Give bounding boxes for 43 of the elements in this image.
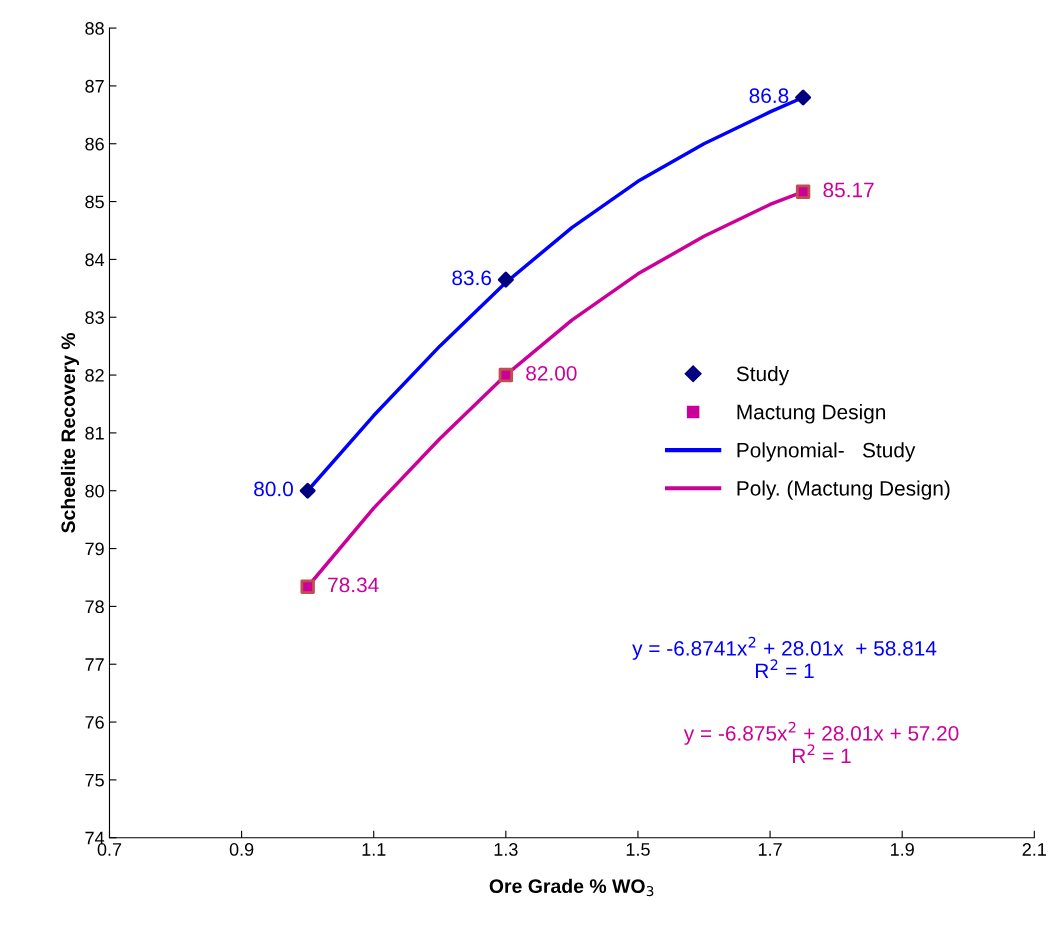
point [498,367,514,383]
y-tick-label: 83 [85,311,104,324]
y-tick-label: 76 [85,715,104,729]
legend-label: Mactung Design [737,404,886,424]
x-tick-label: 0.9 [229,843,254,856]
annotation: y = -6.8741x$^{2}$ + 28.01x + 58.814 R$^{2}$ = 1 [632,636,937,678]
y-tick-label: 87 [85,79,104,93]
data-label: 85.17 [823,182,874,198]
data-label: 86.8 [749,88,789,104]
y-tick-label: 85 [85,195,104,209]
y-tick-label: 75 [85,774,104,787]
x-tick-label: 0.7 [97,843,122,856]
point [299,482,316,499]
data-label: 82.00 [526,365,577,381]
x-tick-label: 1.1 [362,843,386,856]
y-tick-label: 84 [85,253,105,267]
data-label: 78.34 [328,577,379,593]
legend-label: Study [736,365,790,386]
legend-label: Poly. (Mactung Design) [737,480,950,500]
y-tick-label: 80 [85,484,104,498]
x-tick-label: 1.7 [758,843,782,856]
y-tick-label: 88 [85,22,104,35]
point [300,579,315,594]
x-tick-label: 1.9 [891,843,914,856]
x-tick-label: 2.1 [1022,843,1046,856]
x-tick-label: 1.5 [626,843,650,856]
data-label: 80.0 [254,481,293,497]
legend-label: Polynomial- Study [737,442,916,462]
y-tick-label: 82 [85,369,104,382]
y-tick-label: 77 [85,658,104,671]
point [497,271,514,288]
annotation: y = -6.875x$^{2}$ + 28.01x + 57.20 R$^{2}$ = 1 [683,721,959,764]
y-axis-title: Scheelite Recovery % [60,332,79,533]
point [795,184,811,199]
y-tick-label: 81 [85,426,104,440]
y-tick-label: 86 [85,137,104,151]
y-tick-label: 78 [85,600,104,614]
x-tick-label: 1.3 [494,843,518,856]
y-tick-label: 79 [85,542,104,556]
x-axis-title: Ore Grade % WO$_{3}$ [489,878,654,897]
data-label: 83.6 [452,270,492,286]
y-tick-label: 74 [85,831,105,845]
point [795,89,812,106]
